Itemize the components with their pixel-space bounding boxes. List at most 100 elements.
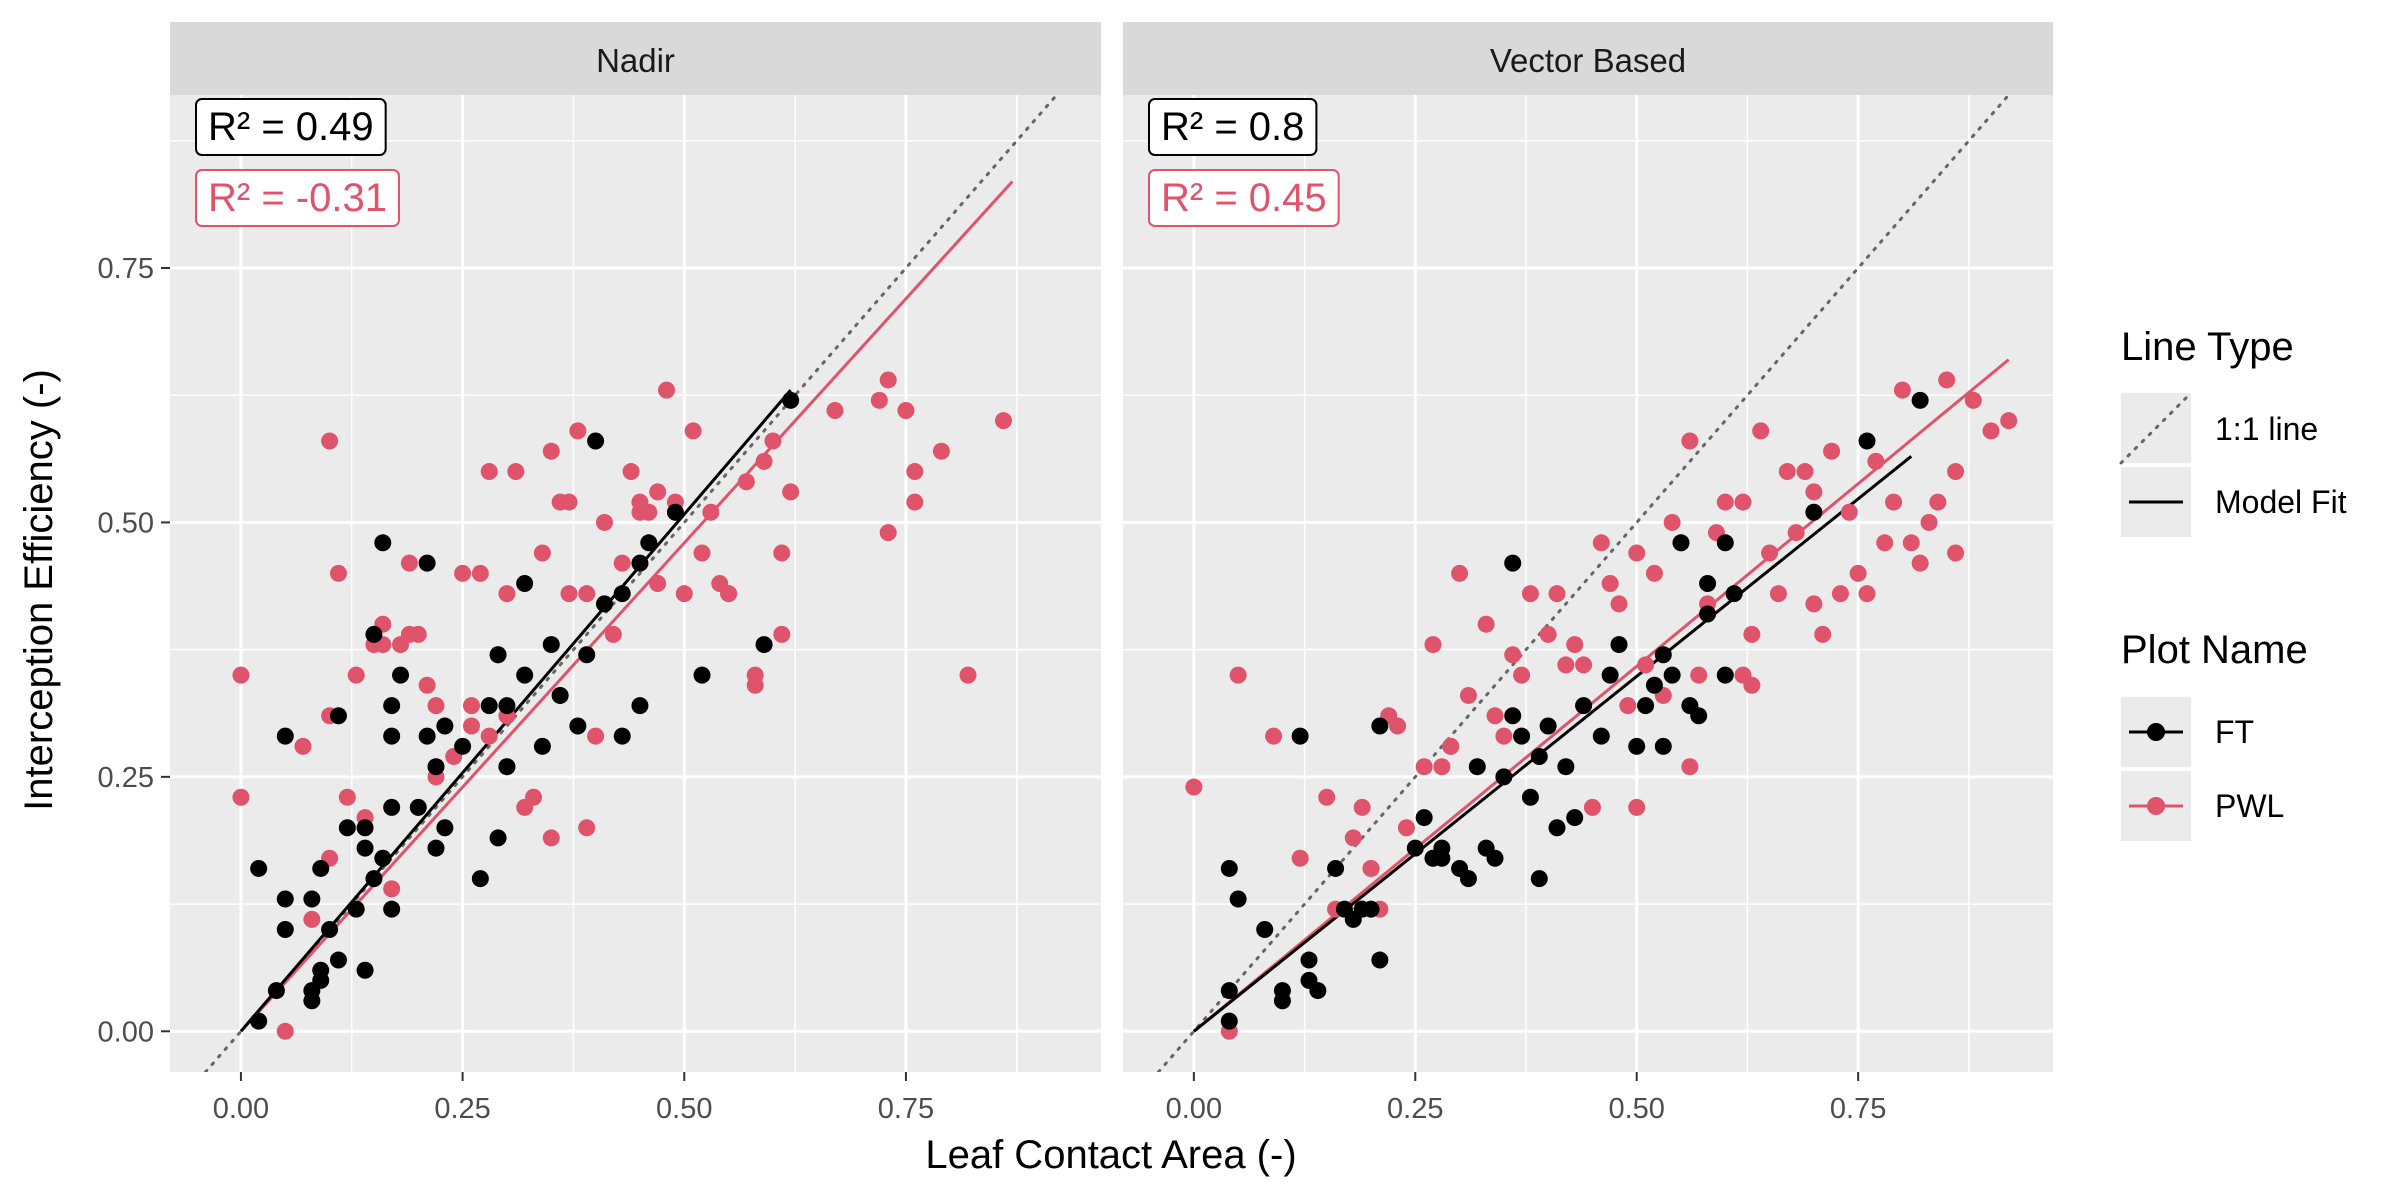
- legend: Line Type 1:1 line Model Fit Plot Name F…: [2119, 325, 2347, 841]
- data-point-pwl: [1876, 534, 1894, 552]
- model-fit-line-ft: [1192, 455, 1913, 1033]
- data-point-pwl: [1761, 544, 1779, 562]
- data-point-pwl: [693, 544, 711, 562]
- data-point-ft: [418, 727, 436, 745]
- data-point-pwl: [959, 666, 977, 684]
- data-point-ft: [427, 758, 445, 776]
- data-point-ft: [374, 534, 392, 552]
- data-point-pwl: [542, 829, 560, 847]
- data-point-ft: [489, 646, 507, 664]
- data-point-ft: [427, 839, 445, 857]
- data-point-pwl: [684, 422, 702, 440]
- data-point-ft: [1548, 819, 1566, 837]
- data-point-pwl: [276, 1022, 294, 1040]
- data-point-ft: [1911, 391, 1929, 409]
- legend-label-1to1: 1:1 line: [2215, 411, 2318, 447]
- data-point-ft: [276, 890, 294, 908]
- data-point-pwl: [622, 463, 640, 481]
- data-point-pwl: [418, 676, 436, 694]
- x-tick-label: 0.00: [213, 1093, 269, 1125]
- data-point-pwl: [1557, 656, 1575, 674]
- data-point-pwl: [1663, 513, 1681, 531]
- data-point-ft: [1291, 727, 1309, 745]
- data-point-ft: [569, 717, 587, 735]
- panel-strip-title: Vector Based: [1490, 42, 1686, 79]
- data-point-pwl: [1681, 432, 1699, 450]
- data-point-pwl: [1858, 585, 1876, 603]
- data-point-ft: [1530, 748, 1548, 766]
- y-axis-title: Interception Efficiency (-): [17, 369, 61, 811]
- data-point-pwl: [1495, 727, 1513, 745]
- data-point-pwl: [702, 503, 720, 521]
- data-point-ft: [454, 737, 472, 755]
- data-point-pwl: [383, 880, 401, 898]
- data-point-pwl: [1840, 503, 1858, 521]
- data-point-pwl: [1769, 585, 1787, 603]
- data-point-pwl: [746, 676, 764, 694]
- data-point-ft: [383, 798, 401, 816]
- data-point-pwl: [569, 422, 587, 440]
- x-tick-label: 0.25: [434, 1093, 490, 1125]
- data-point-ft: [666, 503, 684, 521]
- data-point-ft: [276, 727, 294, 745]
- data-point-pwl: [1787, 524, 1805, 542]
- r2-annotation-box: [1148, 169, 1340, 227]
- data-point-pwl: [1575, 656, 1593, 674]
- data-point-pwl: [578, 585, 596, 603]
- data-point-ft: [383, 727, 401, 745]
- data-point-pwl: [338, 788, 356, 806]
- data-point-pwl: [480, 463, 498, 481]
- data-point-pwl: [1610, 595, 1628, 613]
- data-point-ft: [365, 625, 383, 643]
- data-point-ft: [1220, 859, 1238, 877]
- data-point-ft: [1699, 605, 1717, 623]
- data-point-ft: [250, 859, 268, 877]
- data-point-pwl: [1477, 615, 1495, 633]
- data-point-ft: [1220, 1012, 1238, 1030]
- data-point-ft: [356, 819, 374, 837]
- data-point-ft: [631, 554, 649, 572]
- data-point-pwl: [649, 483, 667, 501]
- data-point-ft: [516, 575, 534, 592]
- one-to-one-line: [203, 95, 1059, 1072]
- data-point-ft: [1229, 890, 1247, 908]
- data-point-pwl: [1442, 737, 1460, 755]
- data-point-ft: [1557, 758, 1575, 776]
- legend-title-line-type: Line Type: [2121, 325, 2294, 369]
- data-point-pwl: [525, 788, 543, 806]
- data-point-pwl: [232, 666, 250, 684]
- data-point-ft: [312, 971, 330, 989]
- data-point-ft: [392, 666, 410, 684]
- data-point-pwl: [906, 493, 924, 511]
- x-tick-label: 0.25: [1387, 1093, 1443, 1125]
- data-point-pwl: [1867, 452, 1885, 470]
- data-point-ft: [1628, 737, 1646, 755]
- data-point-ft: [1663, 666, 1681, 684]
- data-point-pwl: [773, 625, 791, 643]
- data-point-ft: [542, 636, 560, 654]
- data-point-pwl: [303, 910, 321, 928]
- data-point-pwl: [613, 554, 631, 572]
- data-point-pwl: [1583, 798, 1601, 816]
- data-point-pwl: [782, 483, 800, 501]
- data-point-ft: [409, 798, 427, 816]
- panel-background: [1123, 95, 2053, 1072]
- data-point-ft: [587, 432, 605, 450]
- data-point-pwl: [631, 503, 649, 521]
- data-point-pwl: [462, 697, 480, 715]
- data-point-ft: [578, 646, 596, 664]
- data-point-pwl: [737, 473, 755, 491]
- data-point-pwl: [1929, 493, 1947, 511]
- data-point-pwl: [321, 432, 339, 450]
- data-point-ft: [1716, 666, 1734, 684]
- data-point-pwl: [347, 666, 365, 684]
- data-point-pwl: [1831, 585, 1849, 603]
- data-point-pwl: [400, 554, 418, 572]
- data-point-pwl: [471, 564, 489, 582]
- r2-annotation-text: R² = 0.45: [1161, 176, 1327, 220]
- data-point-ft: [693, 666, 711, 684]
- data-point-ft: [312, 859, 330, 877]
- data-point-ft: [640, 534, 658, 552]
- data-point-ft: [1406, 839, 1424, 857]
- data-point-pwl: [1885, 493, 1903, 511]
